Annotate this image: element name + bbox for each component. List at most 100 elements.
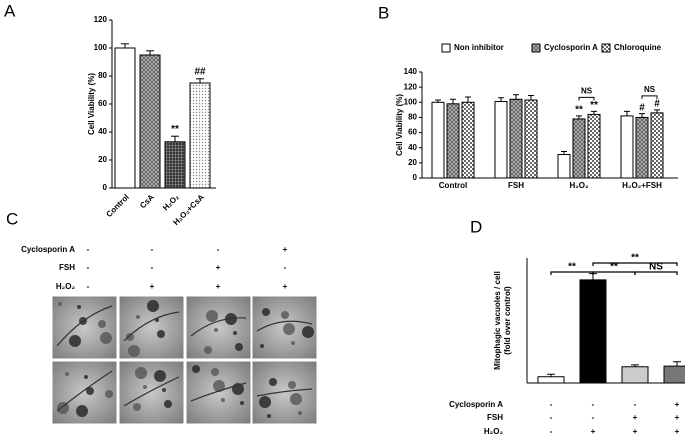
- significance-label: **: [575, 105, 583, 116]
- organelle: [105, 390, 113, 398]
- condition-sign: +: [633, 427, 638, 436]
- micrograph-bg: [51, 295, 118, 360]
- condition-sign: +: [675, 400, 680, 409]
- condition-sign: -: [151, 245, 154, 254]
- bar: [650, 112, 664, 179]
- error-bar: [513, 94, 519, 100]
- organelle: [291, 341, 295, 345]
- bracket-label: **: [631, 253, 639, 264]
- micrograph: [251, 295, 318, 360]
- membrane: [56, 305, 113, 347]
- organelle: [290, 393, 302, 405]
- y-tick-label: 60: [408, 128, 417, 137]
- x-tick-label: CsA: [138, 192, 156, 210]
- organelle: [69, 335, 81, 347]
- condition-sign: -: [550, 413, 553, 422]
- bar: [139, 54, 161, 189]
- organelle: [157, 330, 165, 338]
- organelle: [288, 381, 296, 389]
- organelle: [76, 405, 88, 417]
- organelle: [57, 402, 69, 414]
- bar: [663, 365, 685, 384]
- organelle: [302, 326, 314, 338]
- organelle: [154, 370, 166, 382]
- organelle: [143, 385, 147, 389]
- organelle: [298, 411, 302, 415]
- condition-sign: -: [217, 245, 220, 254]
- error-bar: [591, 110, 597, 115]
- bracket-label: NS: [644, 85, 656, 94]
- bar: [620, 115, 634, 179]
- condition-sign: -: [634, 400, 637, 409]
- condition-sign: -: [284, 263, 287, 272]
- y-tick-label: 100: [94, 43, 108, 52]
- bracket-label: **: [568, 262, 576, 273]
- bar: [164, 141, 186, 189]
- condition-sign: +: [216, 282, 221, 291]
- membrane: [123, 376, 180, 407]
- bar: [431, 101, 445, 179]
- organelle: [260, 344, 264, 348]
- panel-label: C: [6, 209, 18, 228]
- condition-sign: +: [591, 427, 596, 436]
- condition-sign: +: [216, 263, 221, 272]
- condition-sign: -: [87, 245, 90, 254]
- organelle: [84, 375, 88, 379]
- bracket-label: NS: [581, 86, 593, 95]
- organelle: [147, 300, 159, 312]
- y-tick-label: 0: [103, 183, 108, 192]
- organelle: [86, 387, 94, 395]
- micrograph-bg: [251, 360, 318, 425]
- membrane: [123, 311, 180, 342]
- bar: [579, 279, 607, 384]
- legend-label: Chloroquine: [614, 43, 662, 52]
- bar: [635, 116, 649, 179]
- x-tick-label: Control: [439, 181, 467, 190]
- x-tick-label: H₂O₂: [161, 192, 181, 212]
- error-bar: [561, 151, 567, 155]
- legend-label: Cyclosporin A: [544, 43, 598, 52]
- micrograph: [251, 360, 318, 425]
- bar: [509, 98, 523, 179]
- condition-sign: +: [675, 413, 680, 422]
- bar: [524, 99, 538, 179]
- organelle: [235, 343, 243, 351]
- y-tick-label: 60: [98, 99, 107, 108]
- organelle: [211, 368, 219, 376]
- organelle: [221, 398, 225, 402]
- y-tick-label: 140: [404, 67, 418, 76]
- condition-label: FSH: [59, 263, 75, 272]
- organelle: [162, 388, 166, 392]
- error-bar: [576, 115, 582, 119]
- condition-label: Cyclosporin A: [449, 400, 503, 409]
- condition-sign: +: [283, 282, 288, 291]
- organelle: [233, 331, 237, 335]
- y-tick-label: 40: [98, 127, 107, 136]
- organelle: [65, 372, 69, 376]
- error-bar: [146, 50, 154, 55]
- micrograph: [185, 360, 252, 425]
- legend-label: Non inhibitor: [454, 43, 504, 52]
- error-bar: [639, 113, 645, 118]
- bar: [572, 118, 586, 179]
- bracket-label: **: [610, 262, 618, 273]
- error-bar: [450, 98, 456, 104]
- organelle: [240, 401, 244, 405]
- y-tick-label: 20: [408, 158, 417, 167]
- organelle: [192, 365, 200, 373]
- condition-label: H₂O₂: [56, 282, 76, 291]
- legend-swatch: [601, 43, 611, 53]
- condition-sign: +: [283, 245, 288, 254]
- condition-label: Cyclosporin A: [21, 245, 75, 254]
- condition-sign: -: [550, 427, 553, 436]
- y-axis-label: Cell Viability (%): [395, 94, 404, 156]
- micrograph: [118, 295, 185, 360]
- organelle: [58, 302, 62, 306]
- condition-sign: -: [87, 282, 90, 291]
- y-axis-label: Cell Viability (%): [87, 73, 96, 135]
- bracket-label: NS: [649, 262, 663, 273]
- organelle: [77, 305, 81, 309]
- y-tick-label: 80: [98, 71, 107, 80]
- error-bar: [654, 109, 660, 113]
